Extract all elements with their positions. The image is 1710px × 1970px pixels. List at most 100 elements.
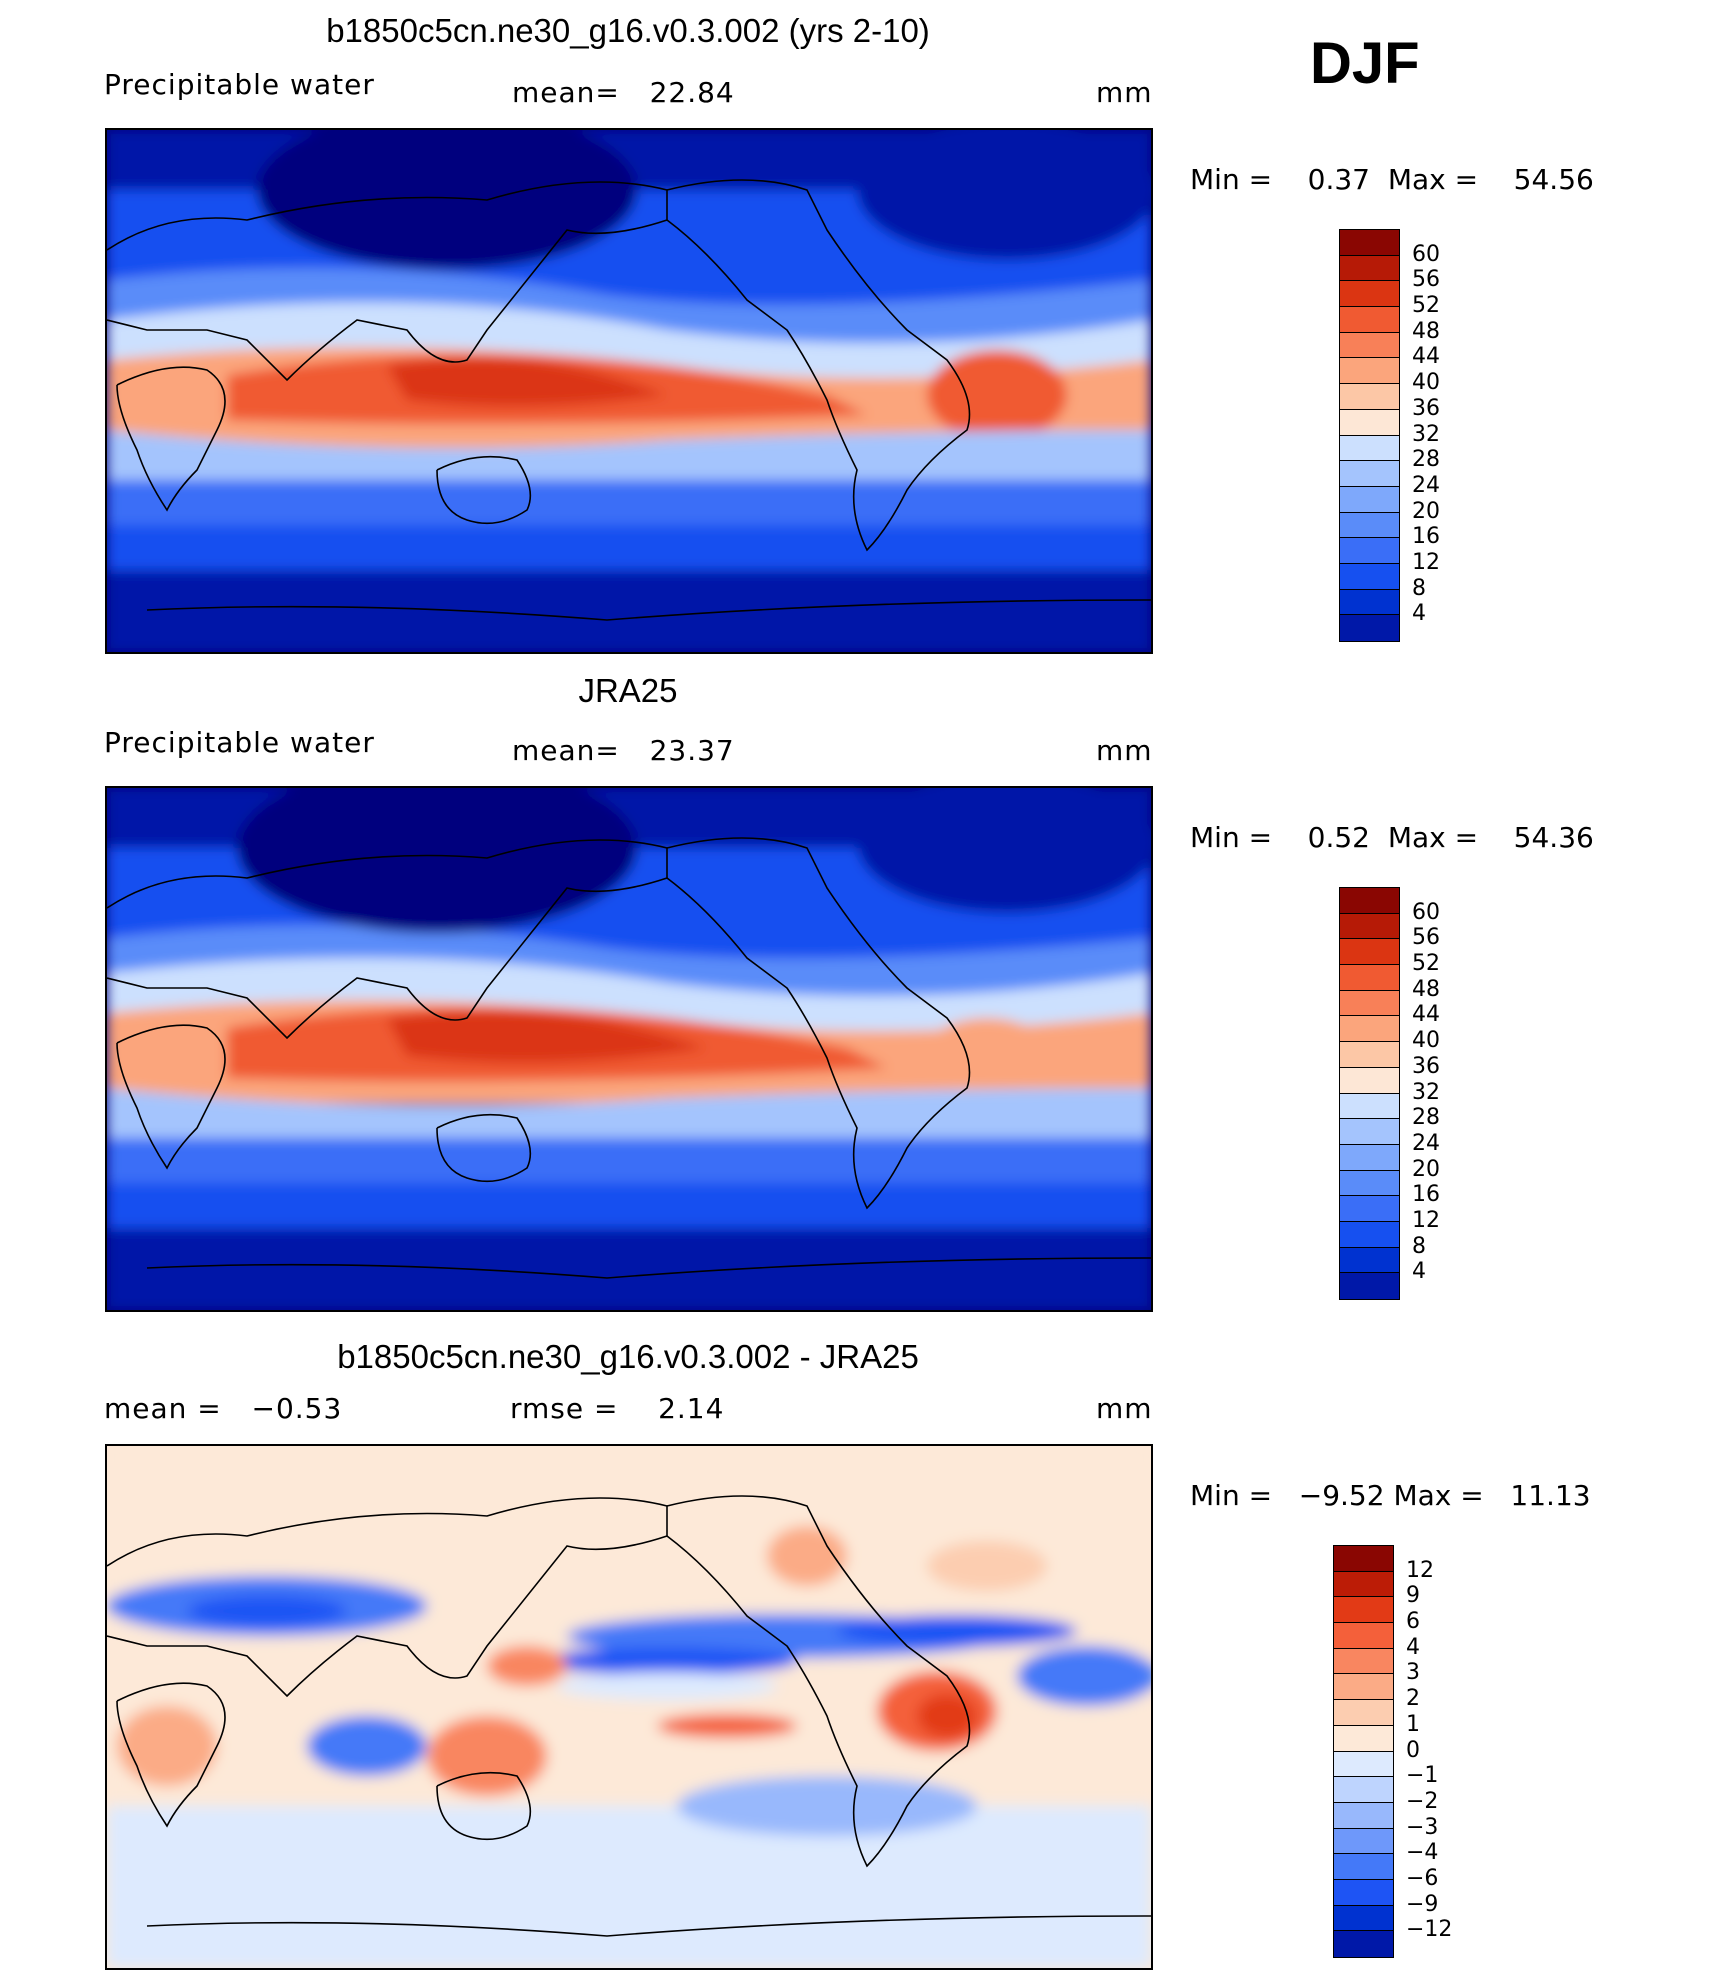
colorbar-tick-label: 8	[1412, 1233, 1426, 1259]
colorbar-swatch	[1334, 1674, 1393, 1701]
season-label: DJF	[1310, 31, 1420, 96]
panel1-min-label: Min =	[1190, 163, 1273, 196]
panel3-mean-label: mean =	[104, 1392, 222, 1425]
panel2-minmax: Min = 0.52 Max = 54.36	[1190, 821, 1594, 854]
colorbar-tick-label: 8	[1412, 575, 1426, 601]
colorbar-swatch	[1334, 1623, 1393, 1649]
colorbar-swatch	[1340, 1067, 1399, 1094]
colorbar-tick-label: 28	[1412, 1105, 1440, 1131]
colorbar-tick-label: 32	[1412, 1079, 1440, 1105]
colorbar-swatch	[1334, 1725, 1393, 1752]
panel3-max-value: 11.13	[1510, 1479, 1591, 1512]
colorbar-tick-label: 24	[1412, 1130, 1440, 1156]
panel2-title: JRA25	[578, 672, 678, 709]
panel3-min-label: Min =	[1190, 1479, 1273, 1512]
panel2-mean: mean= 23.37	[512, 734, 735, 767]
panel3-rmse-value: 2.14	[658, 1392, 725, 1425]
colorbar-tick-label: 1	[1406, 1711, 1420, 1737]
colorbar-swatch	[1340, 1093, 1399, 1120]
colorbar-tick-label: 4	[1412, 601, 1426, 627]
colorbar-swatch	[1340, 1221, 1399, 1248]
colorbar-tick-label: −12	[1406, 1917, 1453, 1943]
colorbar-swatch	[1340, 230, 1399, 256]
colorbar-swatch	[1340, 1016, 1399, 1043]
colorbar-swatch	[1334, 1700, 1393, 1726]
colorbar-tick-label: 20	[1412, 498, 1440, 524]
panel2-mean-label: mean=	[512, 734, 620, 767]
colorbar-swatch	[1340, 913, 1399, 940]
colorbar-swatch	[1334, 1802, 1393, 1829]
colorbar-tick-label: 56	[1412, 267, 1440, 293]
panel3-map	[105, 1444, 1153, 1970]
panel3-minmax: Min = −9.52 Max = 11.13	[1190, 1479, 1591, 1512]
colorbar-tick-label: 6	[1406, 1609, 1420, 1635]
colorbar-tick-label: 52	[1412, 951, 1440, 977]
panel1-units: mm	[1096, 76, 1153, 109]
colorbar-tick-label: 44	[1412, 344, 1440, 370]
colorbar-tick-label: 12	[1412, 1207, 1440, 1233]
colorbar-tick-label: 44	[1412, 1002, 1440, 1028]
colorbar-swatch	[1340, 1042, 1399, 1068]
colorbar-swatch	[1340, 990, 1399, 1017]
panel3-title: b1850c5cn.ne30_g16.v0.3.002 - JRA25	[337, 1338, 919, 1375]
colorbar-swatch	[1340, 486, 1399, 513]
panel1-map	[105, 128, 1153, 654]
colorbar-tick-label: 20	[1412, 1156, 1440, 1182]
panel3-mean: mean = −0.53	[104, 1392, 342, 1425]
colorbar-tick-label: 40	[1412, 370, 1440, 396]
colorbar-swatch	[1340, 1247, 1399, 1274]
colorbar-tick-label: 60	[1412, 899, 1440, 925]
colorbar-swatch	[1340, 512, 1399, 539]
panel1-max-value: 54.56	[1513, 163, 1594, 196]
colorbar-tick-label: 2	[1406, 1686, 1420, 1712]
colorbar-tick-label: 56	[1412, 925, 1440, 951]
colorbar-swatch	[1334, 1854, 1393, 1880]
colorbar-tick-label: 4	[1406, 1634, 1420, 1660]
colorbar-swatch	[1340, 255, 1399, 282]
panel2-min-value: 0.52	[1307, 821, 1370, 854]
colorbar-tick-label: 12	[1406, 1557, 1434, 1583]
colorbar-swatch	[1340, 384, 1399, 410]
panel3-map-svg	[107, 1446, 1151, 1968]
panel2-max-label: Max =	[1387, 821, 1479, 854]
colorbar-swatch	[1340, 538, 1399, 564]
colorbar-swatch	[1340, 1170, 1399, 1197]
panel2-units: mm	[1096, 734, 1153, 767]
panel3-max-label: Max =	[1393, 1479, 1484, 1512]
colorbar-swatch	[1334, 1571, 1393, 1598]
panel3-mean-value: −0.53	[251, 1392, 343, 1425]
colorbar-tick-label: −3	[1406, 1814, 1439, 1840]
colorbar-tick-label: 52	[1412, 293, 1440, 319]
colorbar-tick-label: −1	[1406, 1763, 1439, 1789]
panel3-rmse: rmse = 2.14	[510, 1392, 724, 1425]
panel2-map-svg	[107, 788, 1151, 1310]
colorbar-swatch	[1334, 1828, 1393, 1855]
colorbar-tick-label: 48	[1412, 976, 1440, 1002]
colorbar-tick-label: 36	[1412, 1053, 1440, 1079]
colorbar-tick-label: 9	[1406, 1583, 1420, 1609]
colorbar-tick-label: 4	[1412, 1259, 1426, 1285]
colorbar-tick-label: 60	[1412, 241, 1440, 267]
colorbar-swatch	[1334, 1546, 1393, 1572]
colorbar-swatch	[1340, 563, 1399, 590]
colorbar-swatch	[1340, 1273, 1399, 1299]
panel1-mean: mean= 22.84	[512, 76, 735, 109]
panel1-variable: Precipitable water	[104, 68, 375, 101]
colorbar-swatch	[1334, 1879, 1393, 1906]
colorbar-swatch	[1340, 939, 1399, 966]
colorbar-tick-label: 12	[1412, 549, 1440, 575]
colorbar-swatch	[1340, 965, 1399, 991]
colorbar-tick-label: 28	[1412, 447, 1440, 473]
panel1-max-label: Max =	[1387, 163, 1479, 196]
colorbar-swatch	[1334, 1597, 1393, 1624]
colorbar-swatch	[1340, 1196, 1399, 1222]
colorbar-tick-label: 32	[1412, 421, 1440, 447]
colorbar-swatch	[1340, 1119, 1399, 1145]
panel2-colorbar	[1339, 887, 1400, 1300]
panel1-minmax: Min = 0.37 Max = 54.56	[1190, 163, 1594, 196]
colorbar-swatch	[1340, 461, 1399, 487]
colorbar-swatch	[1340, 358, 1399, 385]
colorbar-tick-label: 36	[1412, 395, 1440, 421]
colorbar-tick-label: 24	[1412, 472, 1440, 498]
colorbar-tick-label: 16	[1412, 524, 1440, 550]
